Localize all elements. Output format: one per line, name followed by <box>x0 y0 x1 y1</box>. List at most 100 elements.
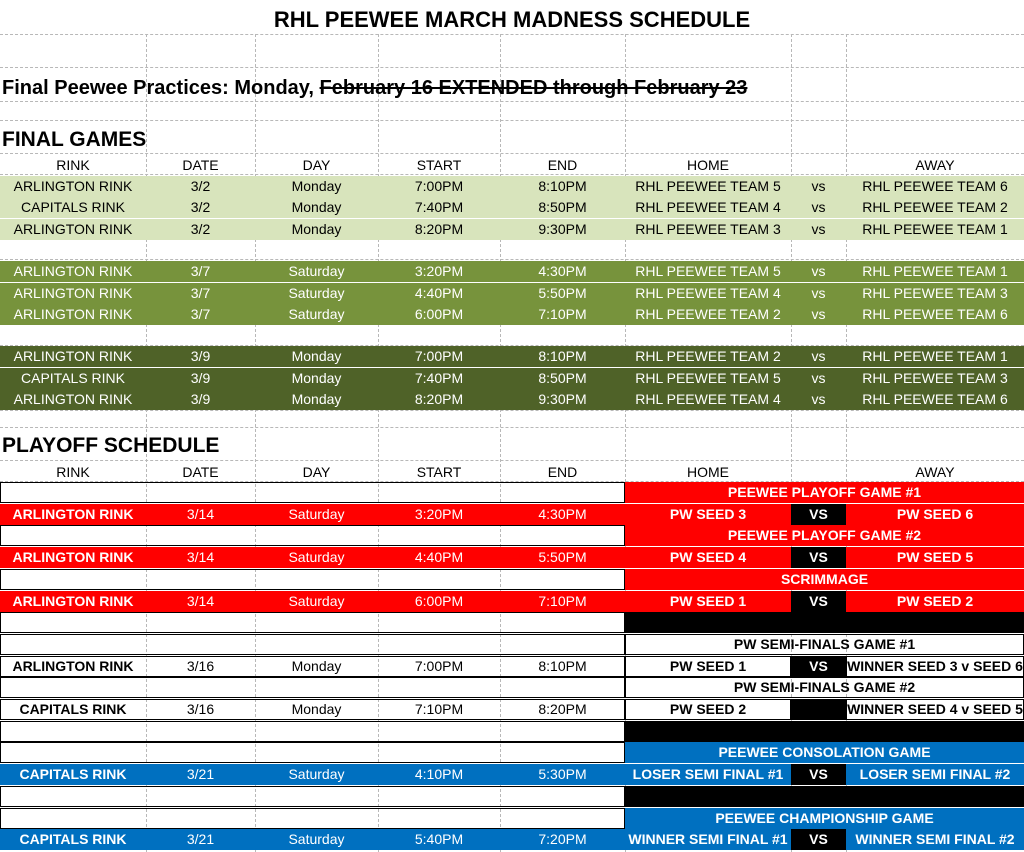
table-row: ARLINGTON RINK 3/2 Monday 7:00PM 8:10PM RHL P… <box>0 176 1024 197</box>
label-row-left <box>0 677 625 698</box>
column-header-rink: RINK <box>56 464 90 480</box>
day-cell: Saturday <box>288 831 345 847</box>
vs-cell: VS <box>809 658 828 674</box>
home-cell: PW SEED 1 <box>669 658 747 674</box>
away-cell: WINNER SEED 3 v SEED 6 <box>847 658 1023 674</box>
rink-cell: ARLINGTON RINK <box>13 178 133 194</box>
spacer-left <box>0 721 625 742</box>
day-cell: Monday <box>291 220 342 237</box>
start-cell: 7:40PM <box>414 369 464 386</box>
away-cell: LOSER SEMI FINAL #2 <box>859 766 1011 782</box>
column-header-vs <box>791 155 846 176</box>
table-row: ARLINGTON RINK 3/14 Saturday 3:20PM 4:30PM PW… <box>0 504 1024 525</box>
home-cell: RHL PEEWEE TEAM 4 <box>635 284 781 301</box>
table-row: ARLINGTON RINK 3/2 Monday 8:20PM 9:30PM RHL P… <box>0 218 1024 240</box>
row-fill <box>0 504 1024 525</box>
column-header-vs <box>791 462 846 483</box>
table-row: CAPITALS RINK 3/21 Saturday 4:10PM 5:30PM LOS… <box>0 764 1024 785</box>
row-fill <box>0 282 1024 304</box>
vs-cell: vs <box>811 178 826 194</box>
game-label-fill <box>625 742 1024 763</box>
date-cell: 3/16 <box>186 658 215 674</box>
home-box <box>625 656 791 677</box>
day-cell: Monday <box>291 369 342 386</box>
rink-cell: ARLINGTON RINK <box>13 348 133 365</box>
label-row-left <box>0 808 625 829</box>
start-cell: 6:00PM <box>414 305 464 322</box>
start-cell: 7:00PM <box>414 178 464 194</box>
end-cell: 4:30PM <box>538 506 587 522</box>
away-cell: RHL PEEWEE TEAM 2 <box>862 199 1008 216</box>
date-cell: 3/7 <box>190 305 211 322</box>
start-cell: 3:20PM <box>414 506 464 522</box>
rink-cell: ARLINGTON RINK <box>12 549 134 565</box>
row-fill <box>0 764 1024 785</box>
row-fill <box>0 829 1024 850</box>
rink-cell: ARLINGTON RINK <box>13 305 133 322</box>
date-cell: 3/16 <box>186 701 215 717</box>
end-cell: 8:20PM <box>538 701 587 717</box>
column-header-away: AWAY <box>915 157 955 173</box>
home-cell: RHL PEEWEE TEAM 4 <box>635 391 781 407</box>
start-cell: 7:00PM <box>414 658 464 674</box>
rink-cell: ARLINGTON RINK <box>12 658 134 674</box>
vs-black-cell <box>791 504 846 525</box>
column-header-day: DAY <box>302 157 331 173</box>
day-cell: Monday <box>291 348 342 365</box>
spacer-row <box>0 786 1024 807</box>
rink-cell: ARLINGTON RINK <box>12 593 134 609</box>
start-cell: 5:40PM <box>414 831 464 847</box>
start-cell: 7:40PM <box>414 199 464 216</box>
practice-notice-text: Final Peewee Practices: Monday, <box>2 77 314 99</box>
game-label: PEEWEE PLAYOFF GAME #2 <box>727 527 922 543</box>
game-label: PW SEMI-FINALS GAME #1 <box>733 636 916 652</box>
table-row: CAPITALS RINK 3/21 Saturday 5:40PM 7:20PM WIN… <box>0 829 1024 850</box>
column-header-away: AWAY <box>915 464 955 480</box>
end-cell: 8:10PM <box>538 658 587 674</box>
end-cell: 8:50PM <box>538 199 587 216</box>
start-cell: 7:00PM <box>414 348 464 365</box>
spacer-row <box>0 721 1024 742</box>
rink-cell: ARLINGTON RINK <box>13 263 133 280</box>
day-cell: Saturday <box>288 593 345 609</box>
column-header-home: HOME <box>687 157 729 173</box>
row-fill <box>0 261 1024 283</box>
rink-cell: ARLINGTON RINK <box>12 506 134 522</box>
column-header-date: DATE <box>182 464 219 480</box>
spacer-black-bar <box>625 612 1024 633</box>
date-cell: 3/9 <box>190 369 211 386</box>
column-header-end: END <box>547 464 578 480</box>
table-row: CAPITALS RINK 3/9 Monday 7:40PM 8:50PM RHL PE… <box>0 367 1024 389</box>
vs-cell: vs <box>811 305 826 322</box>
game-label-row: PEEWEE PLAYOFF GAME #1 <box>0 482 1024 503</box>
day-cell: Monday <box>291 199 342 216</box>
home-cell: RHL PEEWEE TEAM 3 <box>635 220 781 237</box>
playoff-heading: PLAYOFF SCHEDULE <box>2 434 220 457</box>
vs-cell: vs <box>811 220 826 237</box>
rink-cell: ARLINGTON RINK <box>13 220 133 237</box>
game-label-fill <box>625 808 1024 829</box>
end-cell: 7:20PM <box>538 831 587 847</box>
grid-line <box>625 34 626 852</box>
end-cell: 5:50PM <box>538 284 587 301</box>
start-cell: 6:00PM <box>414 593 464 609</box>
rink-cell: CAPITALS RINK <box>21 199 125 216</box>
start-cell: 3:20PM <box>414 263 464 280</box>
day-cell: Saturday <box>288 506 345 522</box>
column-header-row: RINK DATE DAY START END HOME AWAY <box>0 462 1024 483</box>
home-cell: RHL PEEWEE TEAM 5 <box>635 178 781 194</box>
vs-cell: vs <box>811 284 826 301</box>
start-cell: 7:10PM <box>414 701 464 717</box>
column-header-rink: RINK <box>56 157 90 173</box>
start-cell: 8:20PM <box>414 220 464 237</box>
vs-cell: vs <box>811 391 826 407</box>
day-cell: Saturday <box>288 263 345 280</box>
column-header-row: RINK DATE DAY START END HOME AWAY <box>0 155 1024 176</box>
table-row: ARLINGTON RINK 3/7 Saturday 6:00PM 7:10PM RHL… <box>0 303 1024 325</box>
end-cell: 4:30PM <box>538 263 587 280</box>
vs-cell <box>791 699 846 720</box>
home-cell: RHL PEEWEE TEAM 5 <box>635 369 781 386</box>
table-row: ARLINGTON RINK 3/16 Monday 7:00PM 8:10PM PW S… <box>0 656 1024 677</box>
away-cell: RHL PEEWEE TEAM 1 <box>862 263 1008 280</box>
game-label-row: PEEWEE CONSOLATION GAME <box>0 742 1024 763</box>
